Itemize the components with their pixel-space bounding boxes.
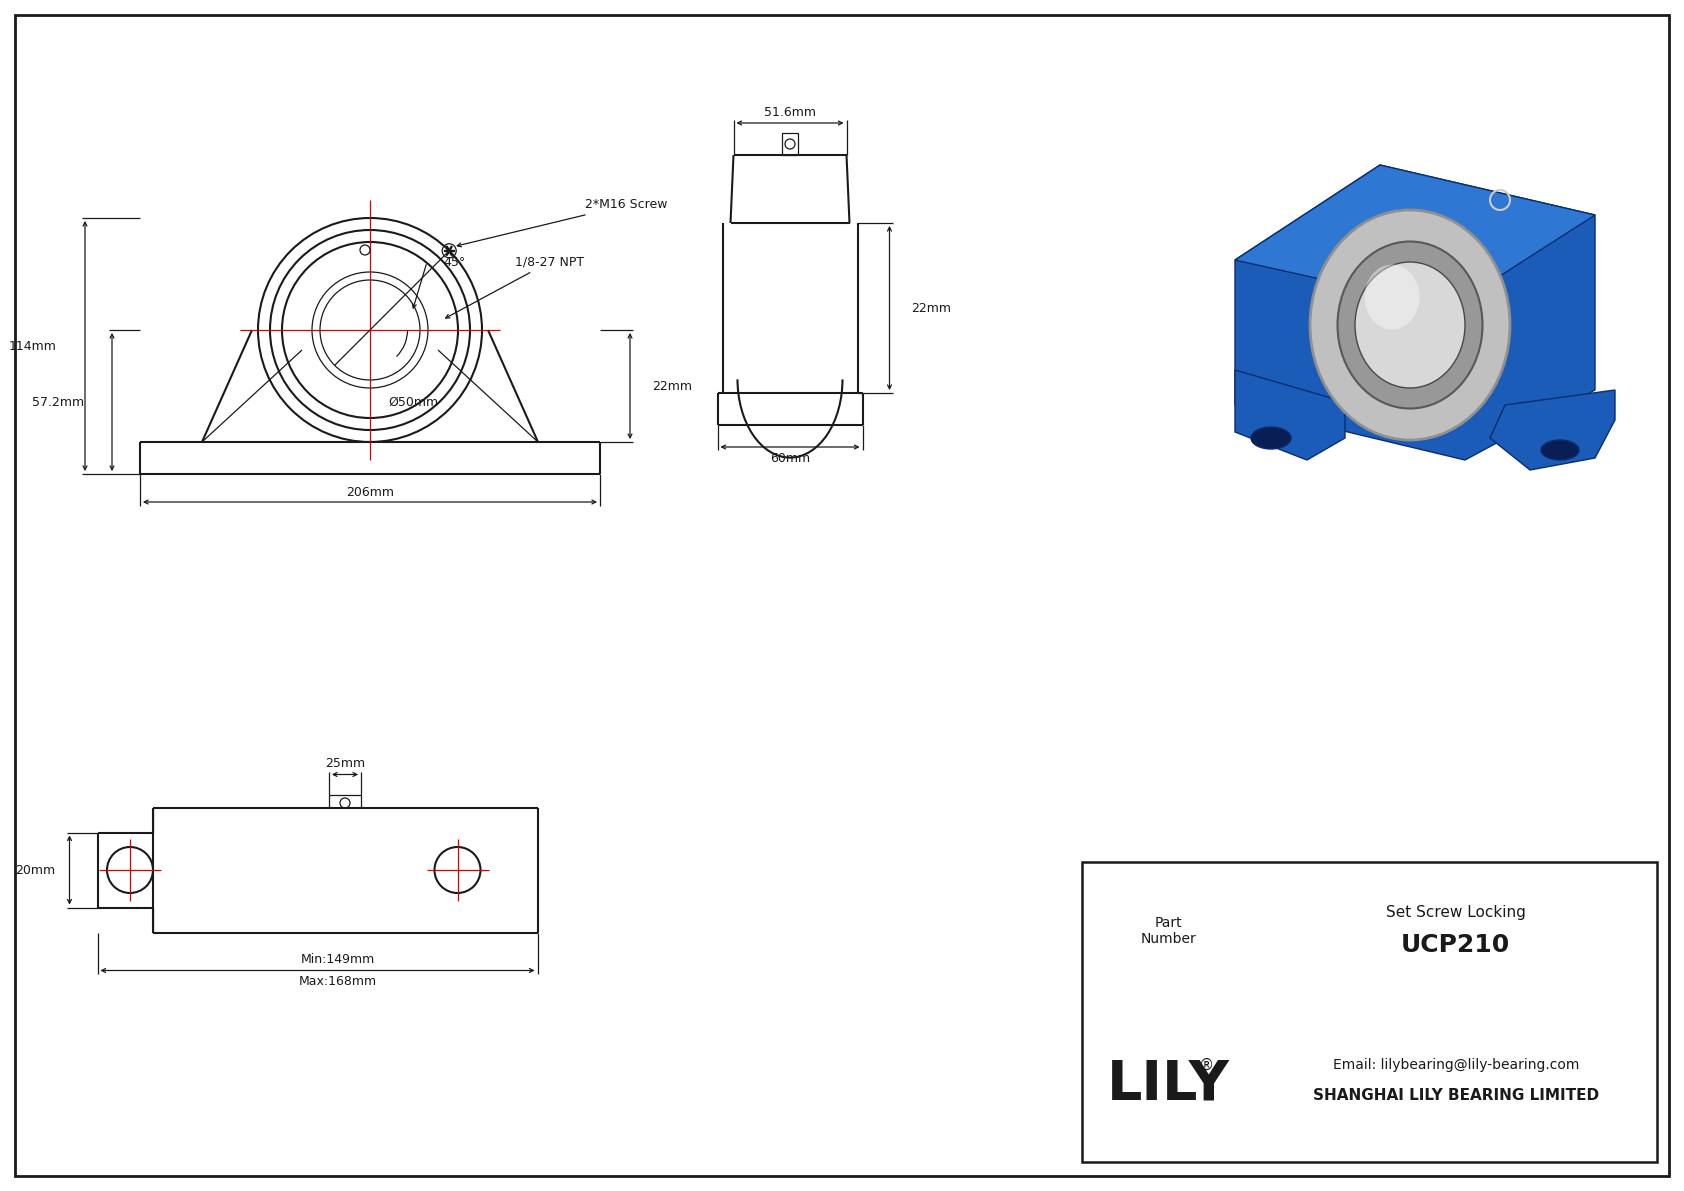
- Text: 57.2mm: 57.2mm: [32, 395, 84, 409]
- Ellipse shape: [1356, 262, 1465, 388]
- Text: 25mm: 25mm: [325, 757, 365, 771]
- Text: Ø50mm: Ø50mm: [387, 395, 438, 409]
- Text: Email: lilybearing@lily-bearing.com: Email: lilybearing@lily-bearing.com: [1332, 1058, 1580, 1072]
- Ellipse shape: [1364, 264, 1420, 330]
- Text: UCP210: UCP210: [1401, 933, 1511, 958]
- Text: 22mm: 22mm: [911, 301, 951, 314]
- Polygon shape: [1234, 370, 1346, 460]
- FancyArrow shape: [446, 247, 451, 255]
- Polygon shape: [1234, 166, 1595, 308]
- Text: 60mm: 60mm: [770, 453, 810, 466]
- Ellipse shape: [1541, 439, 1580, 460]
- Text: Min:149mm: Min:149mm: [300, 953, 374, 966]
- Ellipse shape: [1251, 428, 1292, 449]
- Text: ®: ®: [1199, 1058, 1214, 1073]
- Text: 51.6mm: 51.6mm: [765, 106, 817, 118]
- Ellipse shape: [1337, 242, 1482, 409]
- Text: Part
Number: Part Number: [1140, 916, 1196, 946]
- FancyArrow shape: [446, 247, 451, 255]
- Text: 114mm: 114mm: [8, 339, 57, 353]
- Polygon shape: [1490, 389, 1615, 470]
- Text: 45°: 45°: [443, 256, 465, 268]
- Polygon shape: [1234, 166, 1595, 460]
- Text: Max:168mm: Max:168mm: [298, 975, 377, 989]
- Bar: [1083, 862, 1657, 1162]
- Text: 1/8-27 NPT: 1/8-27 NPT: [446, 256, 584, 318]
- Text: SHANGHAI LILY BEARING LIMITED: SHANGHAI LILY BEARING LIMITED: [1314, 1087, 1598, 1103]
- Text: 22mm: 22mm: [652, 380, 692, 393]
- Ellipse shape: [1310, 210, 1511, 439]
- Text: 2*M16 Screw: 2*M16 Screw: [458, 199, 667, 247]
- Text: LILY: LILY: [1106, 1058, 1229, 1112]
- Text: Set Screw Locking: Set Screw Locking: [1386, 905, 1526, 921]
- Text: 20mm: 20mm: [15, 863, 56, 877]
- Text: 206mm: 206mm: [345, 486, 394, 499]
